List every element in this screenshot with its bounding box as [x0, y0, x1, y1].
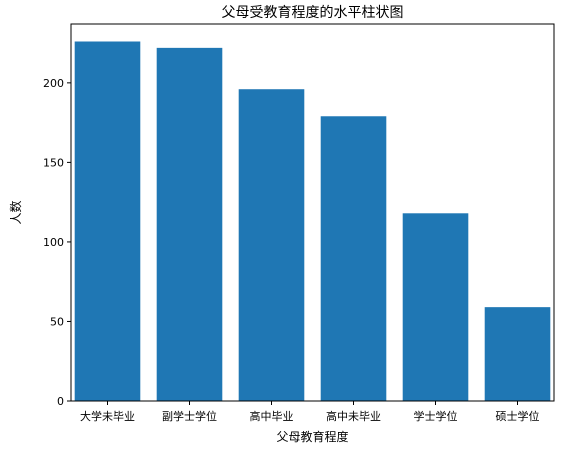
- chart-title: 父母受教育程度的水平柱状图: [222, 5, 404, 21]
- bar-3: [320, 116, 387, 402]
- x-tick-label: 高中毕业: [249, 409, 293, 423]
- x-tick-label: 副学士学位: [162, 409, 217, 423]
- bar-1: [156, 47, 223, 402]
- y-axis-ticks: 0 50 100 150 200: [43, 77, 71, 408]
- bar-5: [484, 307, 551, 401]
- bar-2: [238, 89, 305, 401]
- x-axis-ticks: 大学未毕业 副学士学位 高中毕业 高中未毕业 学士学位 硕士学位: [80, 401, 540, 423]
- y-tick-label: 50: [50, 315, 64, 328]
- x-tick-label: 学士学位: [414, 409, 458, 423]
- x-tick-label: 高中未毕业: [326, 409, 381, 423]
- y-tick-label: 100: [43, 236, 64, 249]
- y-tick-label: 150: [43, 156, 64, 169]
- x-tick-label: 大学未毕业: [80, 409, 135, 423]
- bar-0: [74, 41, 141, 401]
- y-axis-label: 人数: [8, 200, 23, 224]
- x-tick-label: 硕士学位: [496, 409, 540, 423]
- bar-4: [402, 213, 469, 401]
- plot-frame: [70, 23, 555, 402]
- x-axis-label: 父母教育程度: [276, 429, 348, 444]
- y-tick-label: 200: [43, 77, 64, 90]
- y-tick-label: 0: [57, 395, 64, 408]
- bars-group: [74, 41, 551, 402]
